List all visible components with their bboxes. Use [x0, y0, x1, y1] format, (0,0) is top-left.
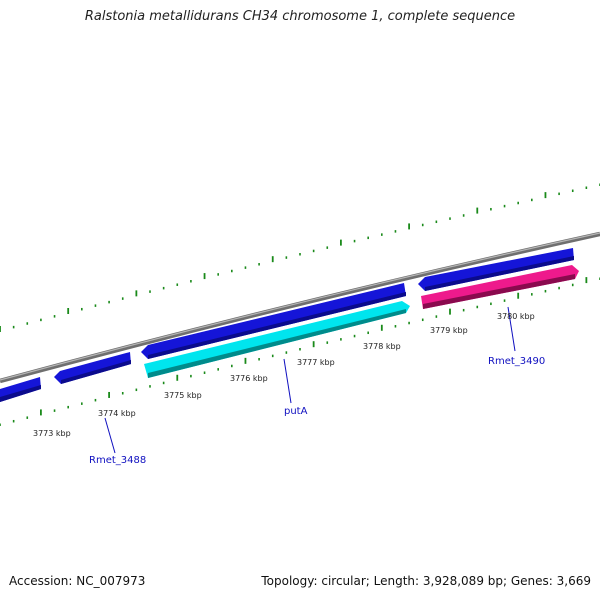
gene-label-Rmet_3488[interactable]: Rmet_3488 [89, 455, 146, 466]
leader-line-Rmet_3490 [507, 306, 516, 352]
kbp-label: 3777 kbp [297, 358, 335, 367]
reverse-gene-putA[interactable] [144, 301, 410, 378]
kbp-label: 3774 kbp [98, 409, 136, 418]
leader-line-putA [283, 358, 292, 404]
kbp-label: 3775 kbp [164, 391, 202, 400]
kbp-label: 3779 kbp [430, 326, 468, 335]
forward-gene-Rmet_3489[interactable] [418, 248, 574, 291]
kbp-label: 3778 kbp [363, 342, 401, 351]
gene-label-Rmet_3490[interactable]: Rmet_3490 [488, 356, 545, 367]
inner-tick-row [0, 277, 600, 426]
outer-tick-row [0, 183, 600, 332]
kbp-label: 3776 kbp [230, 374, 268, 383]
gene-label-putA[interactable]: putA [284, 406, 308, 417]
accession-text: Accession: NC_007973 [9, 574, 146, 588]
reverse-gene-Rmet_3490[interactable] [421, 265, 579, 309]
kbp-label: 3773 kbp [33, 429, 71, 438]
forward-gene-Rmet_3488[interactable] [54, 352, 131, 384]
chromosome-backbone [0, 231, 600, 384]
chromosome-backbone-highlight [0, 232, 600, 381]
summary-text: Topology: circular; Length: 3,928,089 bp… [261, 574, 591, 588]
leader-line-Rmet_3488 [104, 417, 116, 454]
kbp-label: 3780 kbp [497, 312, 535, 321]
map-title: Ralstonia metallidurans CH34 chromosome … [84, 9, 516, 24]
forward-gene-left-edge[interactable] [0, 377, 41, 402]
forward-gene-putA-region[interactable] [141, 283, 406, 359]
